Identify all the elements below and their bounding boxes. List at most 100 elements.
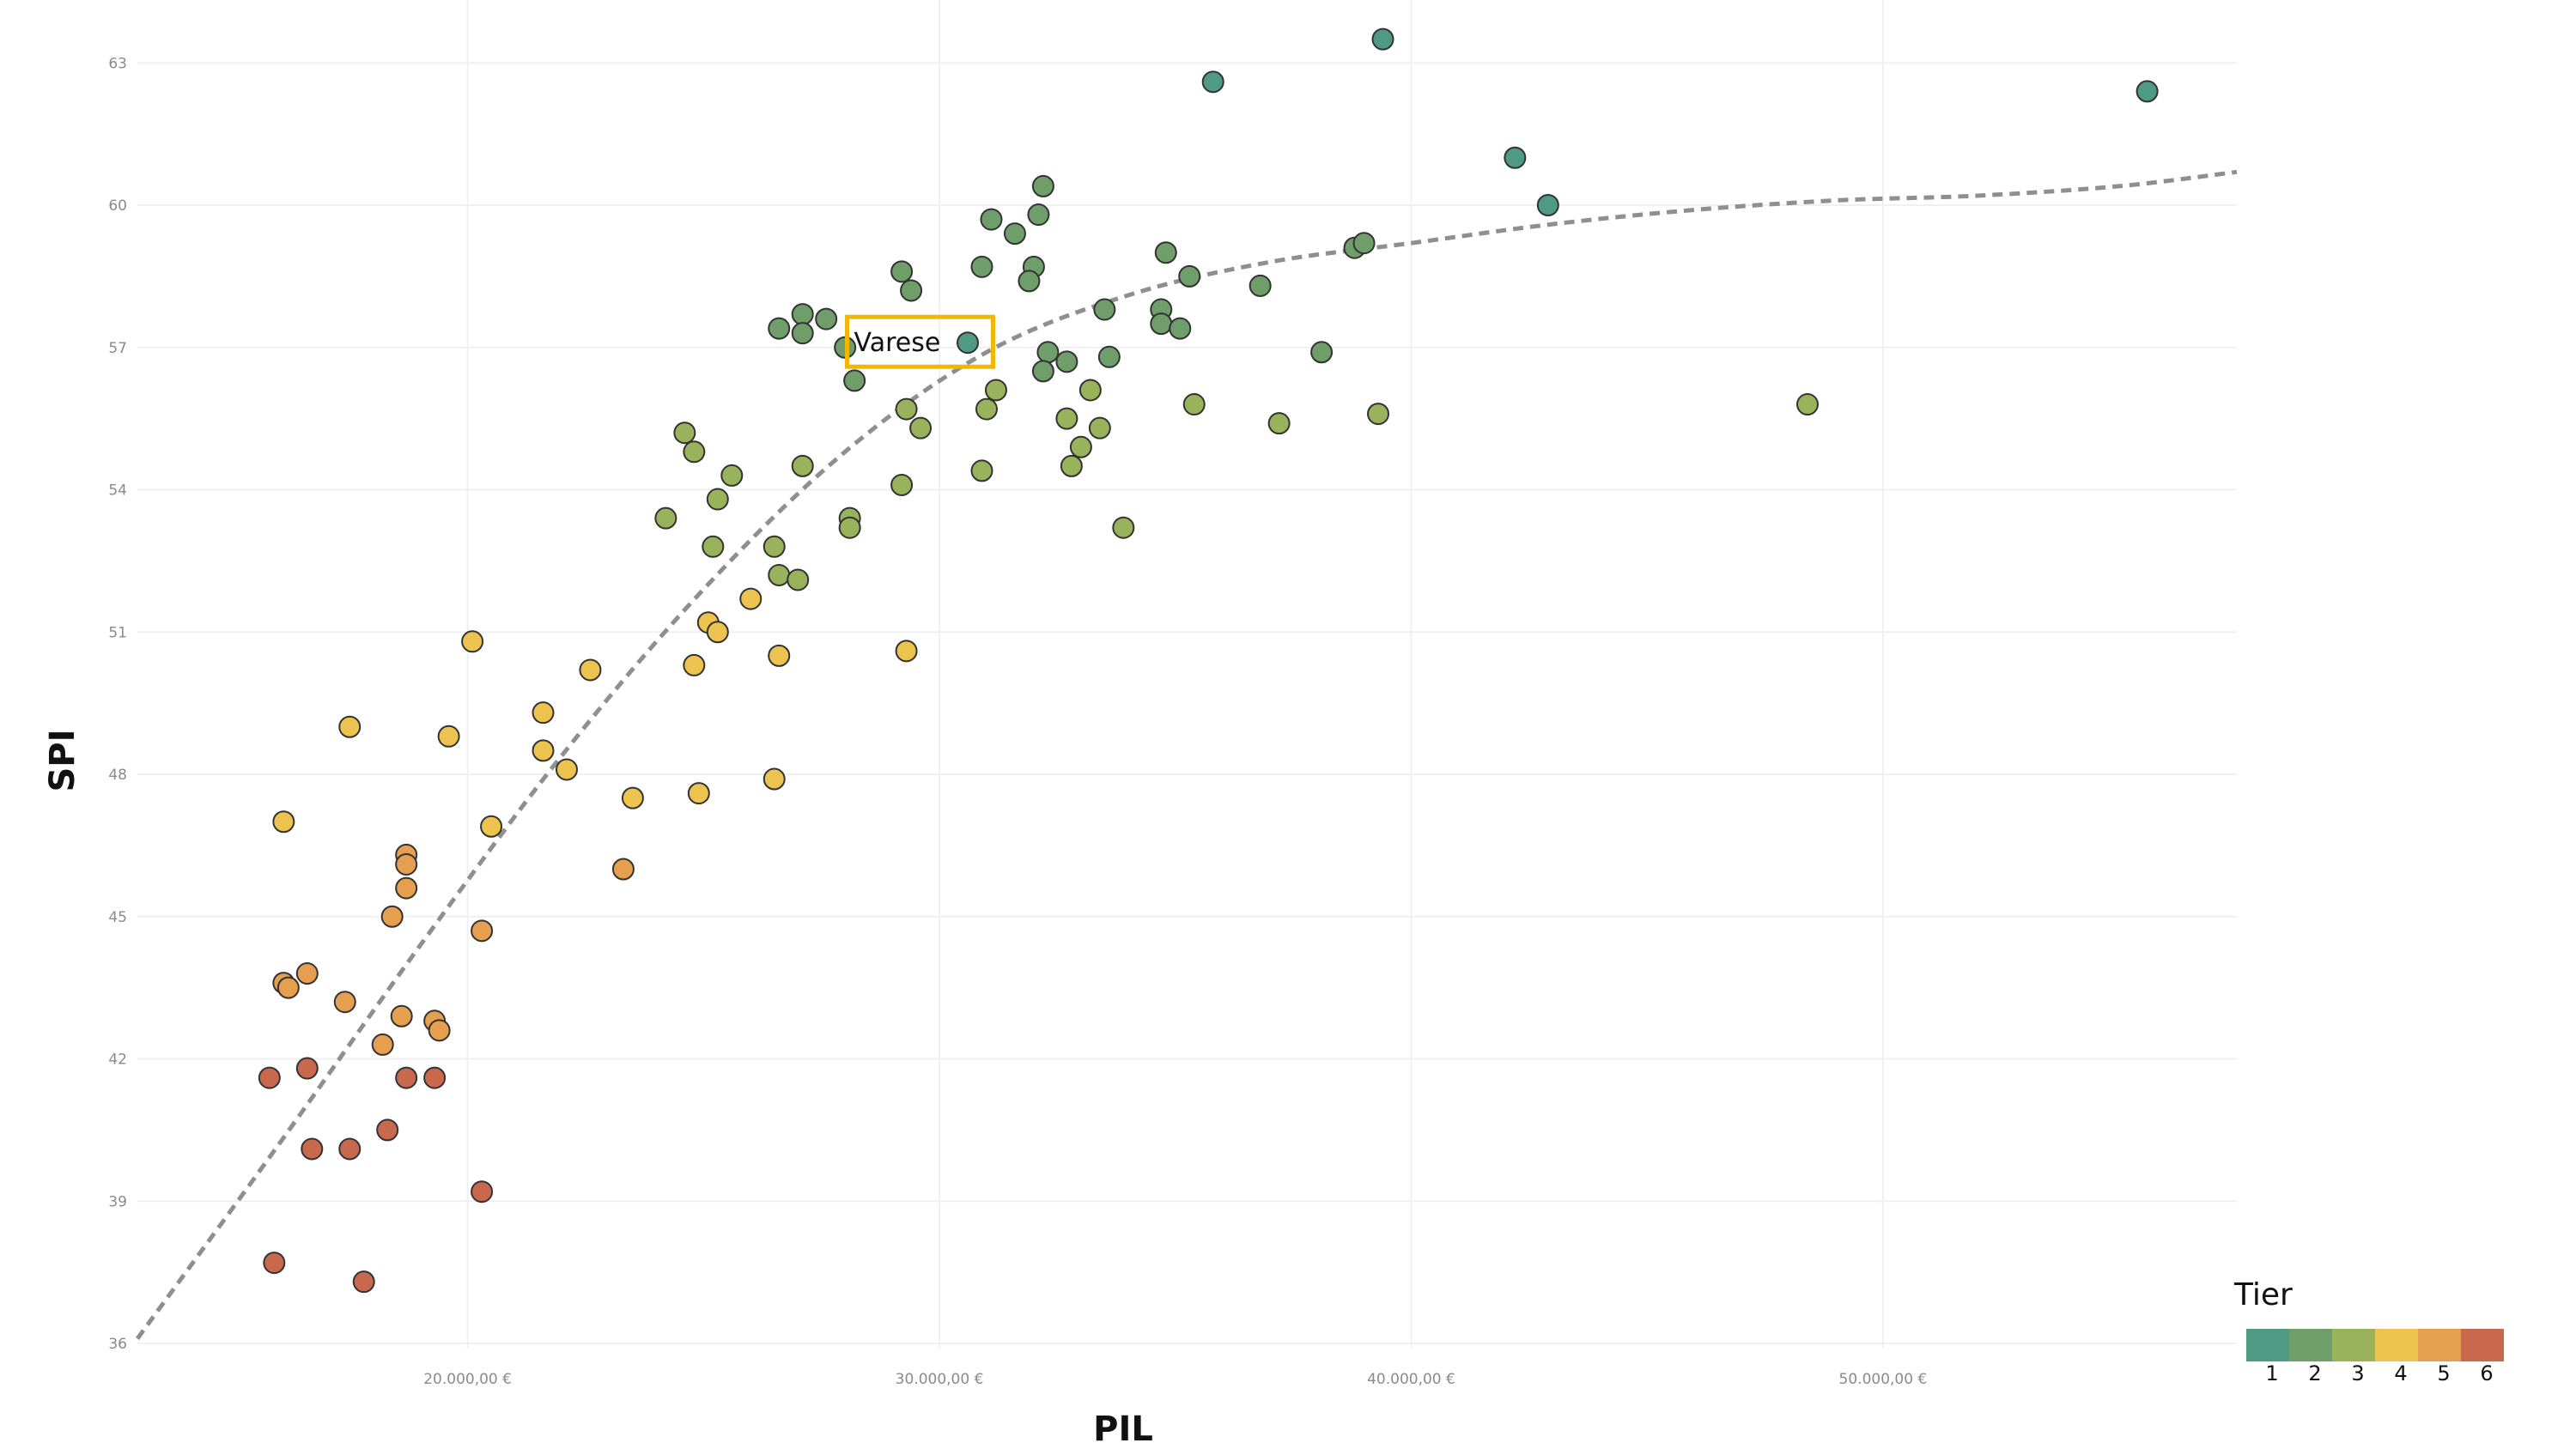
data-point-tier-6 xyxy=(338,1137,361,1161)
data-point-tier-2 xyxy=(1055,350,1078,373)
data-point-tier-2 xyxy=(1178,264,1201,288)
data-point-tier-2 xyxy=(1093,298,1116,321)
data-point-tier-4 xyxy=(555,758,578,781)
data-point-tier-4 xyxy=(437,724,460,748)
data-point-tier-4 xyxy=(338,715,361,738)
data-point-tier-2 xyxy=(890,260,914,283)
data-point-tier-6 xyxy=(301,1137,324,1161)
trend-line-group xyxy=(135,169,2238,1340)
data-point-tier-4 xyxy=(480,815,503,838)
data-point-tier-3 xyxy=(1182,393,1206,416)
data-point-tier-2 xyxy=(768,317,791,340)
data-point-tier-3 xyxy=(1367,403,1390,426)
data-point-tier-1 xyxy=(957,331,980,355)
data-point-tier-5 xyxy=(333,991,356,1014)
legend-swatch-tier-1 xyxy=(2246,1329,2289,1361)
data-point-tier-3 xyxy=(787,568,810,591)
data-point-tier-3 xyxy=(702,535,725,558)
data-point-tier-4 xyxy=(532,739,555,762)
data-point-tier-5 xyxy=(395,876,418,900)
data-point-tier-3 xyxy=(1069,435,1092,458)
data-point-tier-4 xyxy=(706,621,729,644)
data-point-tier-4 xyxy=(532,701,555,724)
y-axis-title: SPI xyxy=(43,729,82,791)
data-point-tier-3 xyxy=(762,535,786,558)
data-point-tier-1 xyxy=(2136,80,2159,103)
data-point-tier-2 xyxy=(970,255,993,278)
legend-label: 4 xyxy=(2394,1361,2407,1385)
data-point-tier-2 xyxy=(791,322,814,345)
data-point-tier-2 xyxy=(1027,203,1050,227)
data-point-tier-3 xyxy=(1060,454,1083,477)
data-point-tier-4 xyxy=(683,653,706,676)
data-point-tier-6 xyxy=(395,1066,418,1089)
data-point-tier-6 xyxy=(352,1270,375,1294)
data-point-tier-2 xyxy=(900,279,923,302)
legend-label: 3 xyxy=(2351,1361,2364,1385)
legend-label: 1 xyxy=(2265,1361,2278,1385)
data-point-tier-3 xyxy=(673,421,696,445)
data-point-tier-2 xyxy=(815,307,838,330)
data-point-tier-1 xyxy=(1536,194,1559,216)
data-point-tier-3 xyxy=(1796,393,1820,416)
data-point-tier-3 xyxy=(654,506,677,530)
data-point-tier-3 xyxy=(975,397,998,421)
data-point-tier-3 xyxy=(895,397,918,421)
data-point-tier-4 xyxy=(461,630,484,653)
legend-label: 2 xyxy=(2308,1361,2321,1385)
data-point-tier-4 xyxy=(621,786,644,809)
x-tick-label: 50.000,00 € xyxy=(1839,1371,1928,1388)
data-point-tier-3 xyxy=(683,440,706,464)
data-point-tier-3 xyxy=(1267,412,1291,435)
data-point-tier-4 xyxy=(768,644,791,667)
data-point-tier-5 xyxy=(611,858,635,881)
y-tick-label: 45 xyxy=(108,909,127,926)
data-points xyxy=(258,27,2159,1294)
data-point-tier-3 xyxy=(720,464,744,487)
y-tick-label: 51 xyxy=(108,624,127,641)
data-point-tier-6 xyxy=(376,1119,399,1142)
data-point-tier-2 xyxy=(980,208,1003,231)
data-point-tier-5 xyxy=(276,976,300,999)
data-point-tier-3 xyxy=(1088,416,1111,440)
legend: Tier 1 2 3 4 5 6 xyxy=(2233,1277,2504,1385)
data-point-tier-5 xyxy=(428,1019,451,1042)
data-point-tier-2 xyxy=(1310,341,1334,364)
data-point-tier-2 xyxy=(843,369,866,392)
x-tick-label: 30.000,00 € xyxy=(896,1371,984,1388)
data-point-tier-3 xyxy=(838,516,861,539)
data-point-tier-2 xyxy=(1097,345,1121,368)
legend-swatch-tier-4 xyxy=(2375,1329,2418,1361)
data-point-tier-3 xyxy=(970,459,993,482)
data-point-tier-6 xyxy=(258,1066,281,1089)
data-point-tier-2 xyxy=(1003,222,1026,246)
data-point-tier-2 xyxy=(1169,317,1192,340)
data-point-tier-2 xyxy=(1036,341,1060,364)
data-point-tier-3 xyxy=(909,416,933,440)
y-tick-label: 36 xyxy=(108,1336,127,1353)
x-tick-label: 20.000,00 € xyxy=(423,1371,512,1388)
legend-swatch-tier-2 xyxy=(2289,1329,2332,1361)
data-point-tier-4 xyxy=(579,658,602,682)
y-tick-label: 63 xyxy=(108,55,127,72)
data-point-tier-3 xyxy=(706,488,729,511)
legend-label: 5 xyxy=(2437,1361,2450,1385)
legend-swatch-tier-5 xyxy=(2418,1329,2461,1361)
legend-swatch-tier-6 xyxy=(2461,1329,2504,1361)
data-point-tier-3 xyxy=(791,454,814,477)
data-point-tier-2 xyxy=(1352,232,1376,255)
data-point-tier-6 xyxy=(263,1252,286,1275)
data-point-tier-5 xyxy=(395,852,418,876)
data-point-tier-5 xyxy=(471,919,494,943)
data-point-tier-2 xyxy=(1150,312,1173,336)
data-point-tier-2 xyxy=(1249,274,1272,297)
annotation: Varese xyxy=(845,314,996,369)
data-point-tier-6 xyxy=(423,1066,447,1089)
data-point-tier-4 xyxy=(272,810,295,834)
data-point-tier-5 xyxy=(295,962,319,985)
legend-title: Tier xyxy=(2233,1277,2293,1313)
y-tick-labels: 36 39 42 45 48 51 54 57 60 63 xyxy=(108,55,127,1353)
data-point-tier-6 xyxy=(471,1180,494,1203)
y-tick-label: 42 xyxy=(108,1052,127,1069)
data-point-tier-2 xyxy=(1154,241,1177,264)
